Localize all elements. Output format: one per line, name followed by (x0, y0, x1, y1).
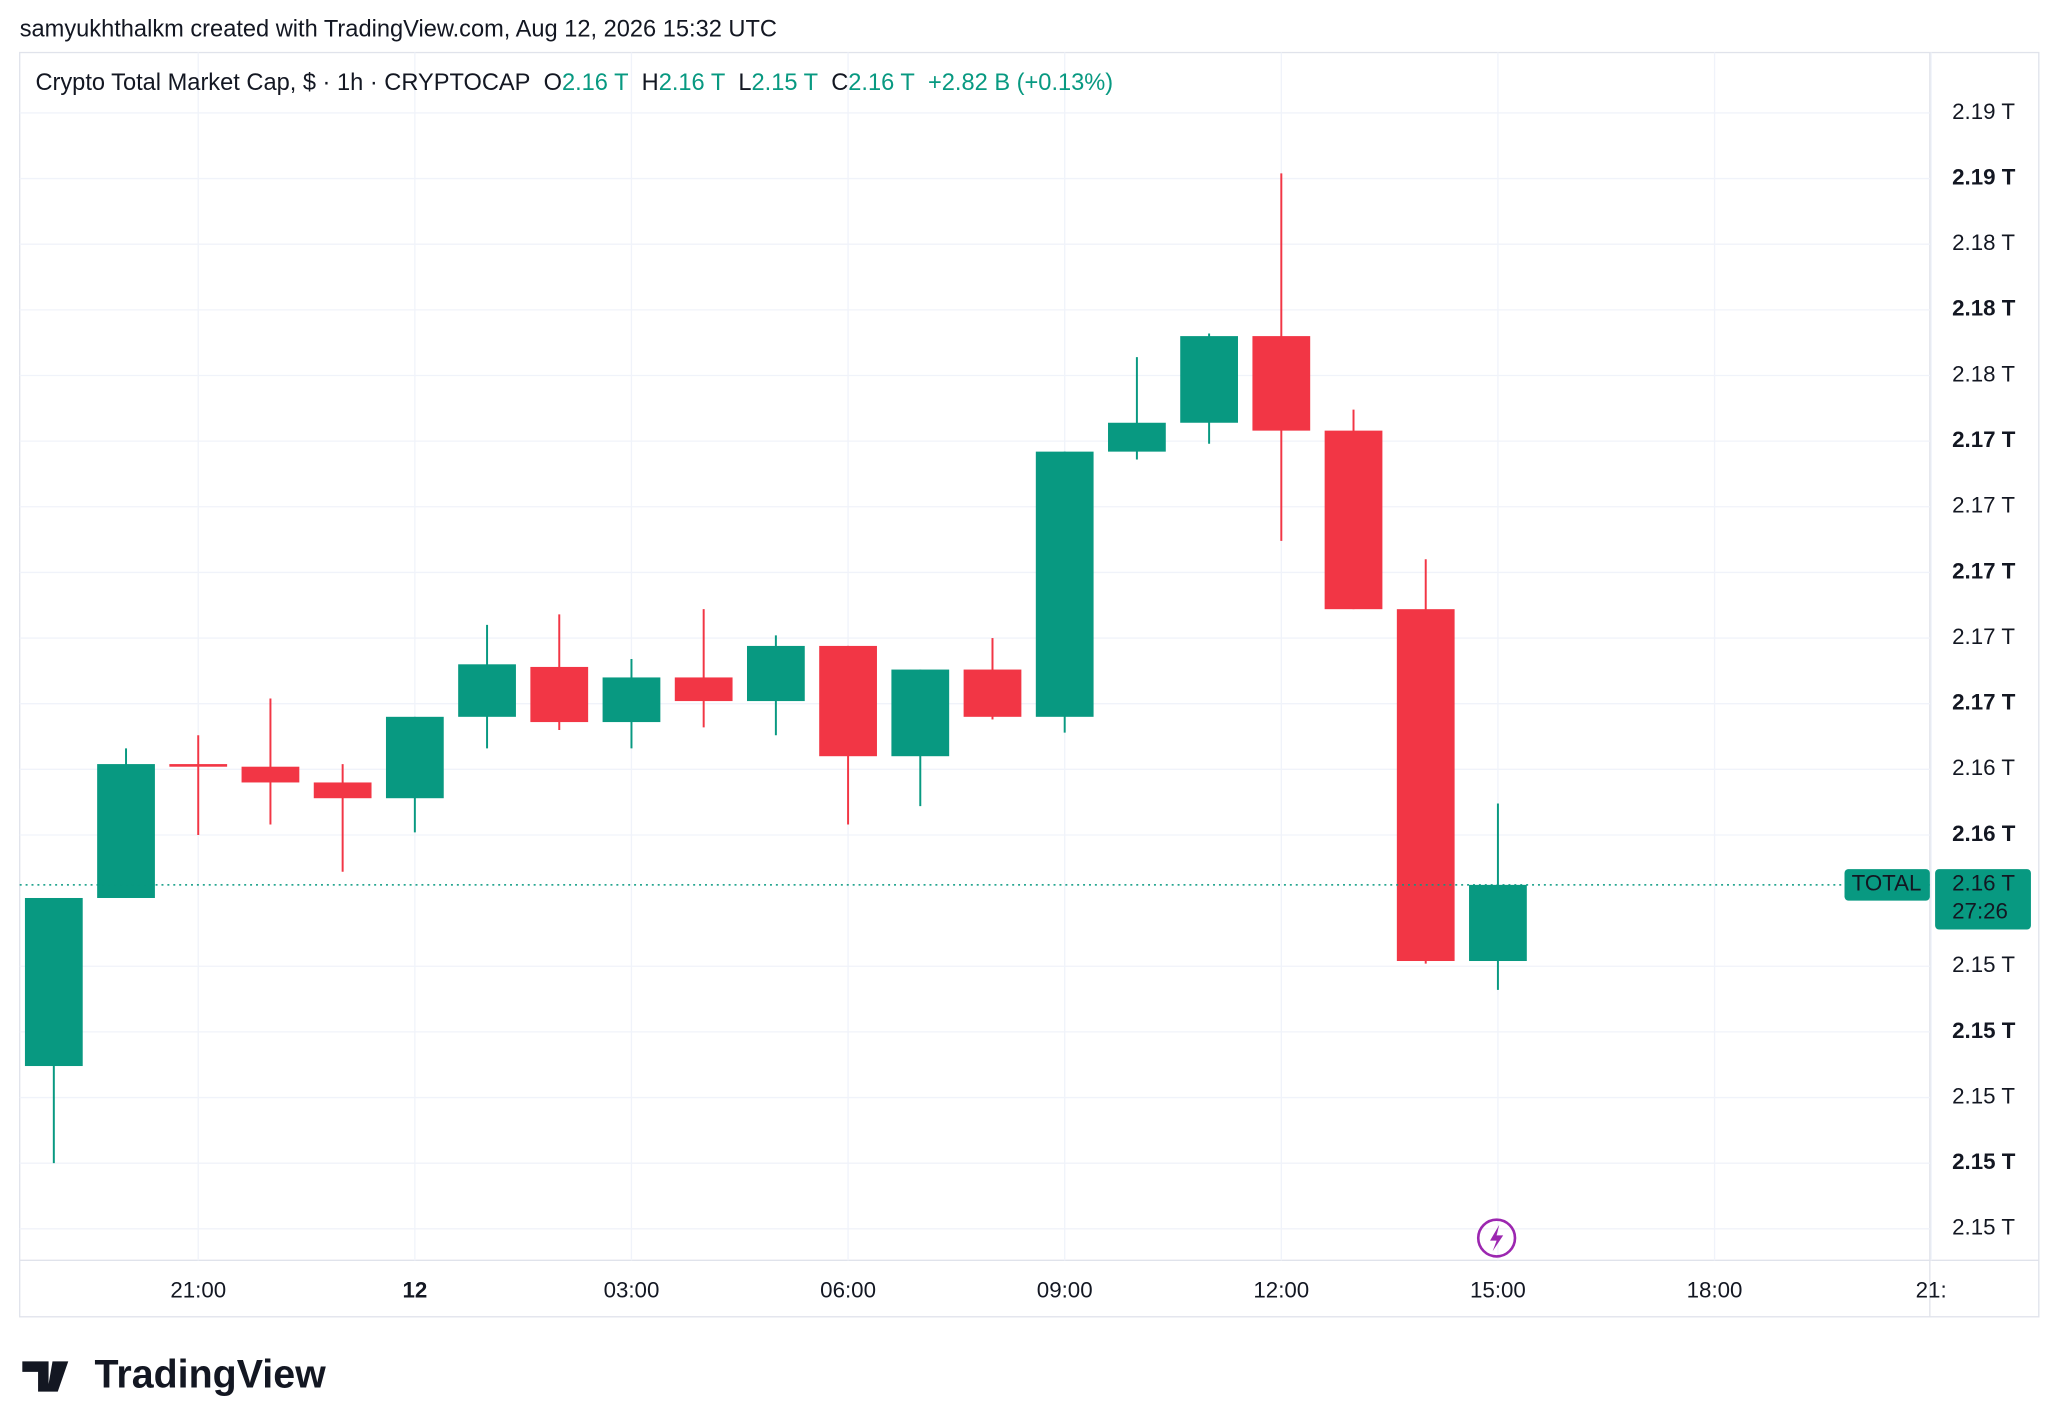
x-tick-label: 09:00 (1037, 1278, 1093, 1303)
event-icon[interactable] (1476, 1218, 1517, 1258)
price-tag-name: TOTAL (1852, 871, 1922, 896)
candle-body (530, 666, 589, 723)
y-tick-label: 2.15 T (1952, 952, 2015, 977)
y-tick-label: 2.19 T (1952, 164, 2016, 189)
change: +2.82 B (+0.13%) (928, 70, 1113, 96)
legend: Crypto Total Market Cap, $ · 1h · CRYPTO… (35, 70, 1113, 96)
logo-dot (52, 1362, 64, 1374)
price-tag-countdown: 27:26 (1952, 898, 2008, 923)
ohlc-value: 2.16 T (659, 70, 726, 96)
x-tick-label: 21:00 (170, 1278, 226, 1303)
ohlc-key: C (831, 70, 848, 96)
y-tick-label: 2.15 T (1952, 1149, 2016, 1174)
chart-frame (19, 51, 2040, 1318)
y-tick-label: 2.17 T (1952, 427, 2016, 452)
candle-body (1252, 336, 1311, 431)
candle-body (385, 716, 444, 799)
x-tick-label: 15:00 (1470, 1278, 1526, 1303)
y-tick-label: 2.17 T (1952, 624, 2015, 649)
price-tag-value: 2.16 T (1952, 871, 2015, 896)
y-tick-label: 2.16 T (1952, 755, 2015, 780)
candle-body (1396, 609, 1455, 962)
x-tick-label: 21: (1916, 1278, 1947, 1303)
price-tag-box (1935, 869, 2031, 930)
y-tick-label: 2.15 T (1952, 1018, 2016, 1043)
x-tick-label: 12:00 (1253, 1278, 1309, 1303)
candle-body (1469, 884, 1527, 962)
candle-body (241, 766, 300, 783)
candle-body (313, 782, 372, 799)
candle-body (891, 669, 950, 757)
candle-body (24, 897, 83, 1067)
attribution: samyukhthalkm created with TradingView.c… (20, 16, 777, 42)
y-tick-label: 2.18 T (1952, 296, 2016, 321)
logo: TradingView (22, 1353, 326, 1397)
x-tick-label: 12 (402, 1278, 427, 1303)
axis-labels: 2.15 T 2.15 T 2.15 T 2.15 T 2.15 T 2.16 T 2.16… (170, 99, 2031, 1303)
candle-body (1108, 422, 1166, 452)
x-tick-label: 06:00 (820, 1278, 876, 1303)
x-tick-label: 03:00 (604, 1278, 660, 1303)
y-tick-label: 2.19 T (1952, 99, 2015, 124)
candle-body (1035, 451, 1094, 717)
ohlc-key: O (544, 70, 562, 96)
y-tick-label: 2.17 T (1952, 690, 2016, 715)
ohlc-key: L (738, 70, 751, 96)
y-tick-label: 2.15 T (1952, 1215, 2015, 1240)
candle-body (97, 764, 155, 898)
candle-body (819, 645, 877, 757)
candle-body (169, 764, 228, 767)
ohlc-value: 2.16 T (562, 70, 629, 96)
candle-body (1180, 336, 1238, 423)
ohlc-value: 2.15 T (752, 70, 819, 96)
y-tick-label: 2.18 T (1952, 230, 2015, 255)
candle-body (674, 677, 733, 702)
candle-body (746, 645, 805, 702)
candle-body (963, 669, 1022, 717)
lightning (1490, 1224, 1504, 1252)
x-tick-label: 18:00 (1687, 1278, 1743, 1303)
y-tick-label: 2.15 T (1952, 1083, 2015, 1108)
ohlc-key: H (642, 70, 659, 96)
y-tick-label: 2.18 T (1952, 361, 2015, 386)
candle-body (602, 677, 661, 723)
ohlc-value: 2.16 T (848, 70, 915, 96)
candles (19, 173, 1930, 1164)
symbol: Crypto Total Market Cap, $ · 1h · CRYPTO… (35, 70, 530, 96)
y-tick-label: 2.17 T (1952, 558, 2016, 583)
y-tick-label: 2.17 T (1952, 493, 2015, 518)
y-tick-label: 2.16 T (1952, 821, 2016, 846)
candle-body (1324, 430, 1383, 610)
logo-text: TradingView (95, 1353, 327, 1397)
grid (19, 52, 1932, 1261)
price-tag-name-box (1844, 869, 1930, 901)
candle-body (458, 664, 516, 717)
